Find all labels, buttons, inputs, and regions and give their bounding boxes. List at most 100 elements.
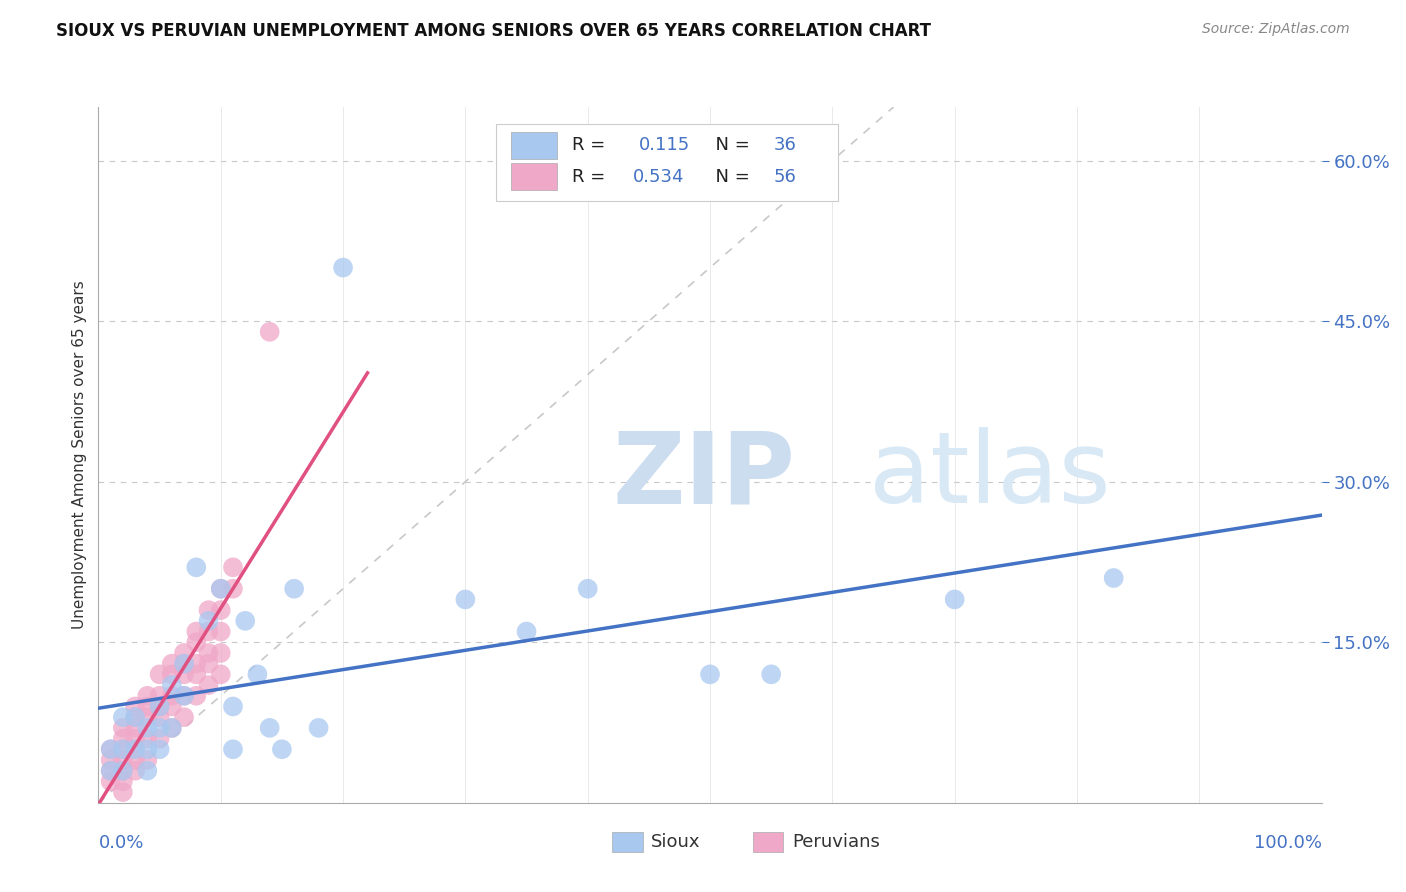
Point [111,753,134,767]
Point [186,689,208,703]
Point [136,742,159,756]
Point [699,667,721,681]
Point [209,646,232,660]
Text: Source: ZipAtlas.com: Source: ZipAtlas.com [1202,22,1350,37]
Point [111,785,134,799]
Point [136,731,159,746]
Point [259,325,281,339]
Text: 0.0%: 0.0% [98,834,143,852]
Point [1102,571,1125,585]
FancyBboxPatch shape [510,132,557,159]
FancyBboxPatch shape [612,832,643,852]
Point [160,721,183,735]
Point [332,260,354,275]
Point [259,721,281,735]
Point [124,721,146,735]
Point [160,678,183,692]
Point [136,689,159,703]
Point [246,667,269,681]
Point [124,753,146,767]
Point [173,657,195,671]
Point [209,667,232,681]
Point [283,582,305,596]
Text: SIOUX VS PERUVIAN UNEMPLOYMENT AMONG SENIORS OVER 65 YEARS CORRELATION CHART: SIOUX VS PERUVIAN UNEMPLOYMENT AMONG SEN… [56,22,931,40]
Point [186,624,208,639]
Point [124,742,146,756]
Point [222,742,245,756]
Point [100,742,122,756]
Point [173,646,195,660]
Text: Peruvians: Peruvians [792,833,880,851]
Point [160,699,183,714]
Point [136,764,159,778]
Text: N =: N = [704,168,755,186]
Text: 56: 56 [773,168,797,186]
Point [124,731,146,746]
Point [454,592,477,607]
Text: 0.534: 0.534 [633,168,685,186]
Text: ZIP: ZIP [612,427,794,524]
Point [111,764,134,778]
Text: N =: N = [704,136,755,154]
Point [160,657,183,671]
Point [160,721,183,735]
Point [100,764,122,778]
Point [173,689,195,703]
Point [197,614,219,628]
Point [100,753,122,767]
Point [173,667,195,681]
Point [233,614,256,628]
Point [197,603,219,617]
FancyBboxPatch shape [752,832,783,852]
Point [149,742,172,756]
Point [111,710,134,724]
Point [222,699,245,714]
Point [100,742,122,756]
Text: Sioux: Sioux [651,833,700,851]
Point [209,582,232,596]
FancyBboxPatch shape [510,163,557,190]
Point [173,689,195,703]
Text: 36: 36 [773,136,797,154]
Text: 0.115: 0.115 [640,136,690,154]
Point [124,710,146,724]
Point [186,635,208,649]
Point [186,560,208,574]
Point [160,667,183,681]
FancyBboxPatch shape [496,124,838,201]
Point [149,667,172,681]
Y-axis label: Unemployment Among Seniors over 65 years: Unemployment Among Seniors over 65 years [72,281,87,629]
Point [149,699,172,714]
Point [111,731,134,746]
Point [270,742,294,756]
Point [149,721,172,735]
Point [124,742,146,756]
Point [222,582,245,596]
Point [197,657,219,671]
Text: R =: R = [572,136,617,154]
Point [197,646,219,660]
Point [149,699,172,714]
Text: 100.0%: 100.0% [1254,834,1322,852]
Point [761,667,783,681]
Point [173,657,195,671]
Point [197,624,219,639]
Point [308,721,330,735]
Point [576,582,599,596]
Point [124,764,146,778]
Point [124,699,146,714]
Point [173,710,195,724]
Point [111,764,134,778]
Point [111,774,134,789]
Text: atlas: atlas [869,427,1111,524]
Point [111,742,134,756]
Point [149,710,172,724]
Point [943,592,966,607]
Point [186,667,208,681]
Point [149,731,172,746]
Point [111,721,134,735]
Point [124,710,146,724]
Point [515,624,537,639]
Point [209,582,232,596]
Point [136,699,159,714]
